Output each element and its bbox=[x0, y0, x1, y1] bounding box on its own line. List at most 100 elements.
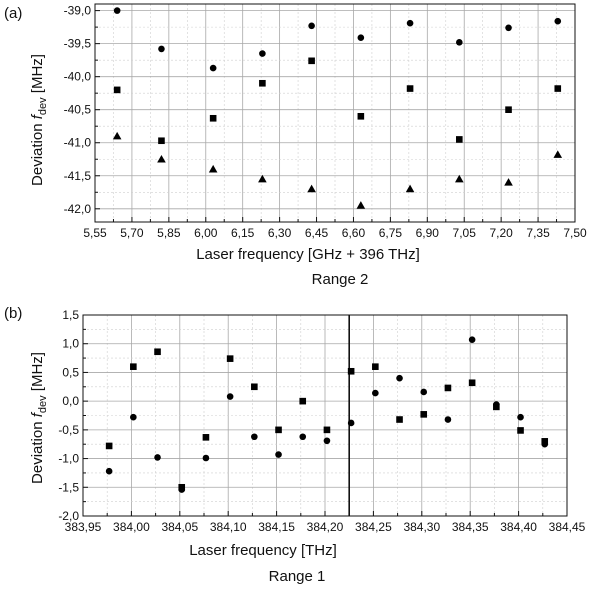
pa-x-tick-label: 7,05 bbox=[453, 226, 477, 240]
pb-x-tick-label: 384,05 bbox=[161, 520, 198, 534]
pb-point-square bbox=[445, 385, 452, 392]
pb-point-square bbox=[348, 368, 355, 375]
panel-b: (b) 383,95 384,00 384,05 384,10 384,15 384,20… bbox=[4, 305, 586, 585]
pb-x-tick-label: 384,45 bbox=[549, 520, 586, 534]
pa-point-circle bbox=[114, 7, 121, 14]
pb-point-square bbox=[299, 398, 306, 405]
pb-point-circle bbox=[299, 433, 306, 440]
panel-a-ticks: 5,55 5,70 5,85 6,00 6,15 6,30 6,45 6,60 6,75 6,90… bbox=[64, 4, 587, 240]
panel-a-grid bbox=[95, 4, 575, 222]
pb-point-circle bbox=[469, 336, 476, 343]
pa-point-square bbox=[505, 106, 512, 113]
pa-point-circle bbox=[407, 20, 414, 27]
pb-y-tick-label: -1,5 bbox=[58, 480, 79, 494]
panel-a: (a) 5,55 5,70 5,85 6,00 6,15 6,30 6,45 6,60 6,75… bbox=[4, 4, 587, 288]
pb-y-tick-label: 0,0 bbox=[62, 394, 79, 408]
pb-x-tick-label: 384,10 bbox=[210, 520, 247, 534]
pb-point-circle bbox=[203, 455, 210, 462]
pb-point-square bbox=[251, 383, 258, 390]
pa-x-tick-label: 6,15 bbox=[231, 226, 255, 240]
pa-point-triangle bbox=[357, 201, 366, 209]
panel-a-y-axis-label: Deviation fdev [MHz] bbox=[29, 54, 49, 186]
panel-a-x-axis-label: Laser frequency [GHz + 396 THz] bbox=[196, 246, 420, 263]
pa-point-triangle bbox=[157, 155, 166, 163]
pb-point-square bbox=[203, 434, 210, 441]
pa-point-square bbox=[308, 58, 315, 65]
pb-point-square bbox=[469, 379, 476, 386]
pa-x-tick-label: 6,60 bbox=[342, 226, 366, 240]
pa-point-triangle bbox=[307, 185, 316, 193]
pb-point-circle bbox=[227, 393, 234, 400]
pb-x-tick-label: 384,30 bbox=[403, 520, 440, 534]
pa-point-square bbox=[114, 87, 121, 94]
panel-b-x-axis-label: Laser frequency [THz] bbox=[189, 542, 337, 559]
pa-y-tick-label: -40,5 bbox=[64, 103, 92, 117]
pb-point-circle bbox=[445, 416, 452, 423]
pb-point-circle bbox=[130, 414, 137, 421]
pa-point-circle bbox=[554, 18, 561, 25]
pb-point-circle bbox=[372, 390, 379, 397]
pa-x-tick-label: 7,50 bbox=[563, 226, 587, 240]
pb-point-square bbox=[130, 363, 137, 370]
pa-point-circle bbox=[505, 24, 512, 31]
pb-point-square bbox=[396, 416, 403, 423]
pb-point-square bbox=[517, 427, 524, 434]
pa-x-tick-label: 7,20 bbox=[489, 226, 513, 240]
pb-point-circle bbox=[396, 375, 403, 382]
pa-point-circle bbox=[259, 50, 266, 57]
pb-point-circle bbox=[348, 420, 355, 427]
pa-x-tick-label: 7,35 bbox=[526, 226, 550, 240]
pa-y-tick-label: -42,0 bbox=[64, 202, 92, 216]
panel-a-points bbox=[113, 7, 562, 208]
pa-point-circle bbox=[308, 23, 315, 30]
pb-point-circle bbox=[324, 437, 331, 444]
pa-point-triangle bbox=[553, 150, 562, 158]
pb-point-circle bbox=[275, 451, 282, 458]
pb-y-tick-label: 0,5 bbox=[62, 365, 79, 379]
pb-x-tick-label: 384,25 bbox=[355, 520, 392, 534]
pa-point-square bbox=[158, 137, 165, 144]
pa-point-circle bbox=[158, 46, 165, 53]
pb-y-tick-label: -0,5 bbox=[58, 423, 79, 437]
pb-x-tick-label: 384,15 bbox=[258, 520, 295, 534]
pb-x-tick-label: 384,35 bbox=[452, 520, 489, 534]
pa-point-square bbox=[358, 113, 365, 120]
pb-x-tick-label: 384,40 bbox=[500, 520, 537, 534]
panel-b-label: (b) bbox=[4, 305, 22, 322]
pa-point-circle bbox=[358, 34, 365, 41]
pa-point-square bbox=[554, 85, 561, 92]
pb-y-tick-label: 1,5 bbox=[62, 308, 79, 322]
pb-y-tick-label: 1,0 bbox=[62, 337, 79, 351]
pa-x-tick-label: 5,70 bbox=[120, 226, 144, 240]
panel-a-range-label: Range 2 bbox=[312, 271, 369, 288]
pa-y-tick-label: -39,5 bbox=[64, 37, 92, 51]
pa-x-tick-label: 6,30 bbox=[268, 226, 292, 240]
pb-point-circle bbox=[106, 468, 113, 475]
panel-b-ticks: 383,95 384,00 384,05 384,10 384,15 384,20 384,… bbox=[58, 308, 585, 534]
pb-point-circle bbox=[493, 401, 500, 408]
pb-x-tick-label: 384,00 bbox=[113, 520, 150, 534]
pb-point-square bbox=[227, 355, 234, 362]
pb-point-square bbox=[154, 348, 161, 355]
pa-point-square bbox=[259, 80, 266, 87]
pa-point-circle bbox=[456, 39, 463, 46]
pa-y-tick-label: -41,5 bbox=[64, 169, 92, 183]
pa-point-triangle bbox=[406, 185, 415, 193]
pb-point-square bbox=[275, 427, 282, 434]
pa-x-tick-label: 5,85 bbox=[157, 226, 181, 240]
pb-x-tick-label: 384,20 bbox=[307, 520, 344, 534]
pb-y-tick-label: -1,0 bbox=[58, 452, 79, 466]
pa-point-square bbox=[210, 115, 217, 122]
pa-point-triangle bbox=[209, 165, 218, 173]
pa-x-tick-label: 6,90 bbox=[416, 226, 440, 240]
pa-y-tick-label: -41,0 bbox=[64, 136, 92, 150]
pa-point-square bbox=[407, 85, 414, 92]
pb-point-circle bbox=[251, 433, 258, 440]
pa-y-tick-label: -39,0 bbox=[64, 4, 92, 18]
pa-point-triangle bbox=[113, 132, 122, 140]
pa-point-triangle bbox=[504, 178, 513, 186]
panel-b-grid bbox=[83, 315, 567, 516]
pa-x-tick-label: 6,45 bbox=[305, 226, 329, 240]
pb-y-tick-label: -2,0 bbox=[58, 509, 79, 523]
